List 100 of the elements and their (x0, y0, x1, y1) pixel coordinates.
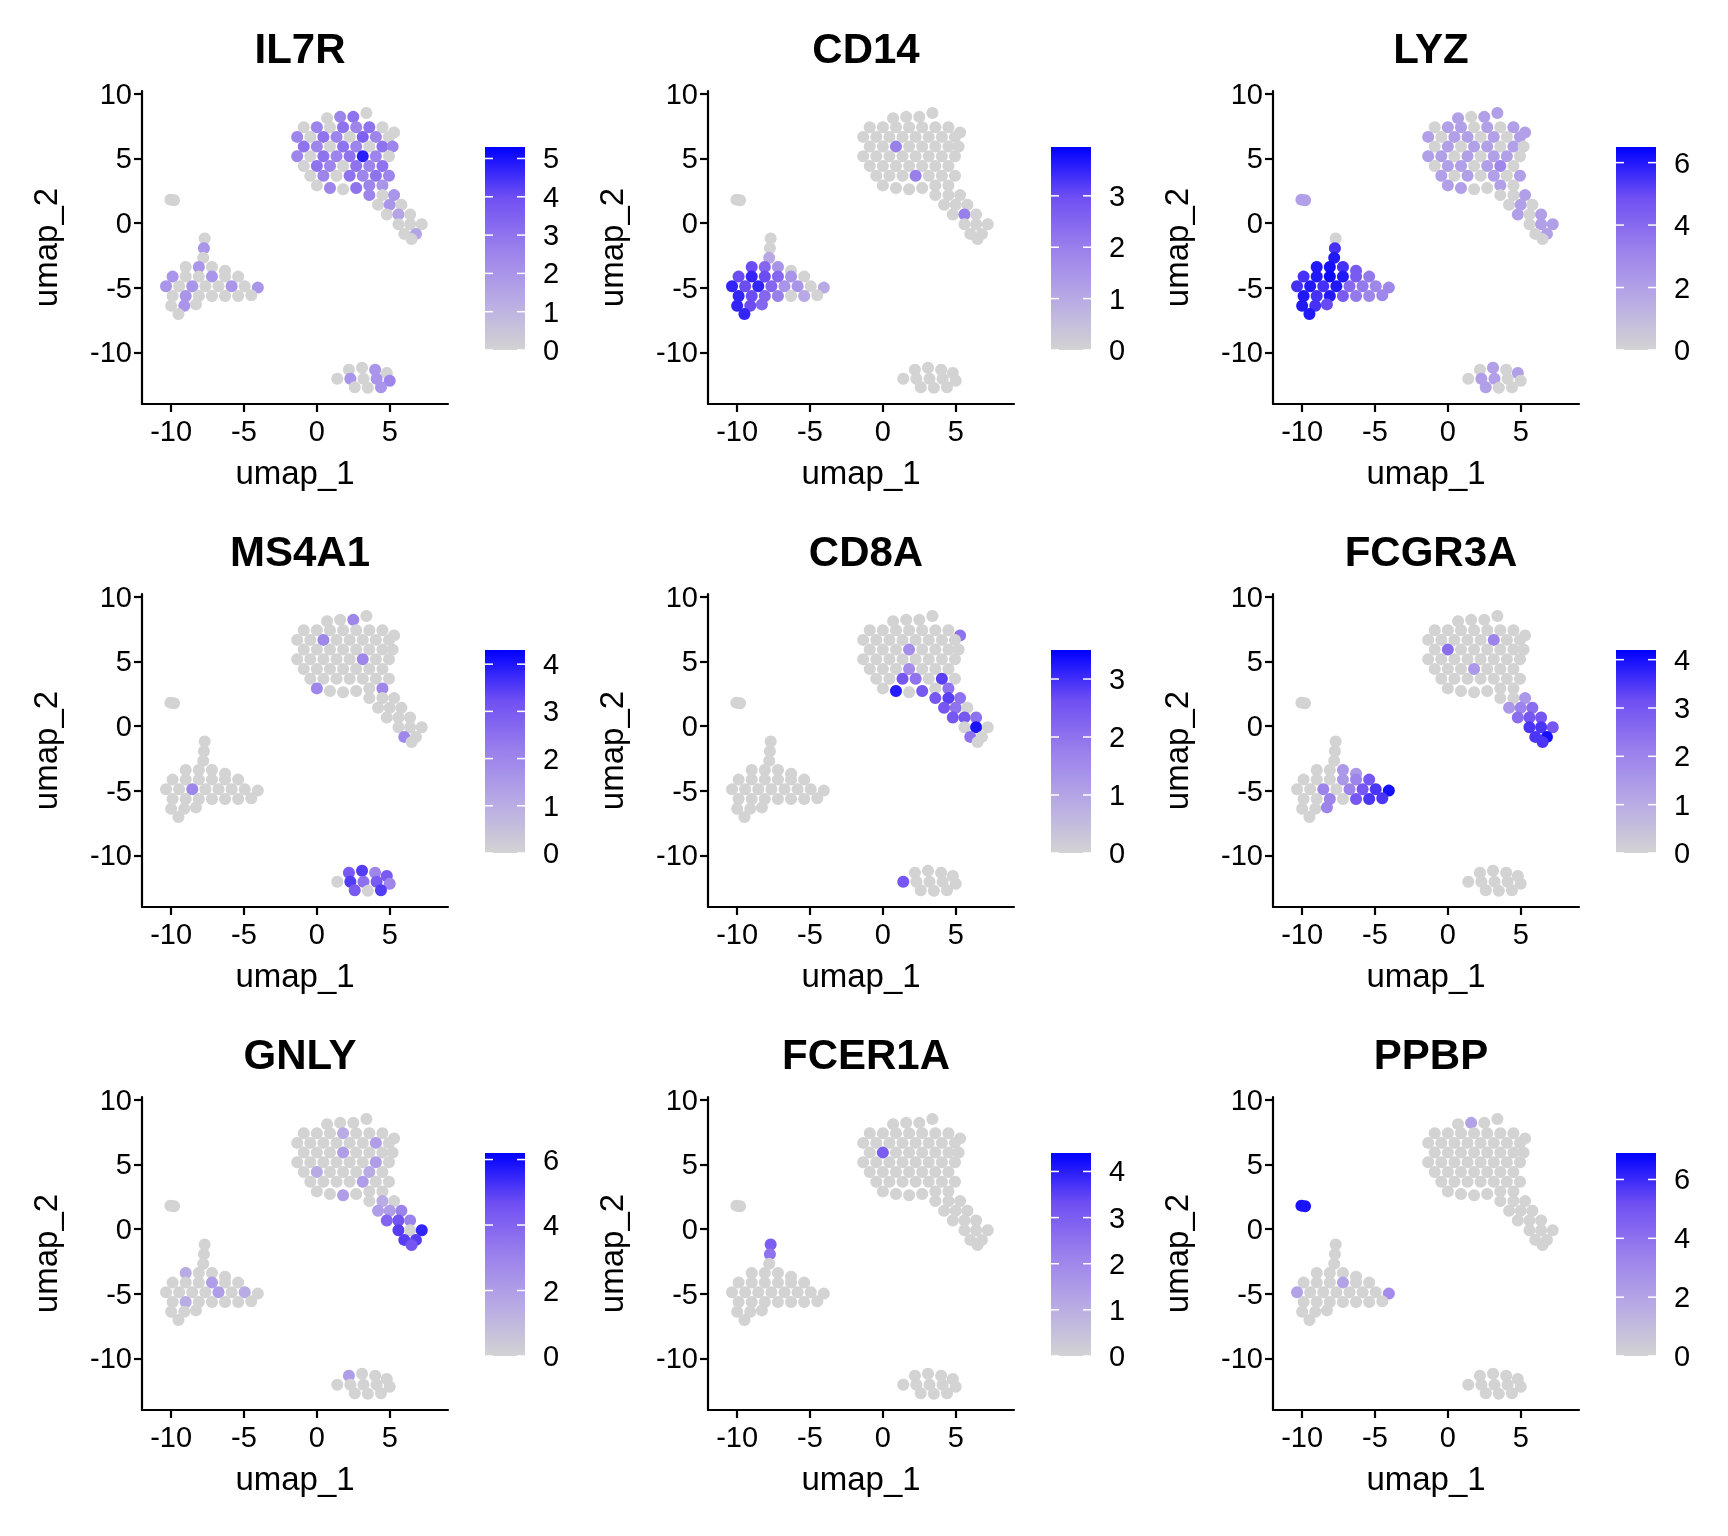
y-tick-label: -10 (656, 839, 698, 872)
y-tick-label: -5 (106, 774, 132, 807)
color-bar-label: 0 (1109, 1340, 1126, 1372)
color-bar-label: 1 (543, 789, 560, 822)
x-axis-title: umap_1 (235, 957, 355, 994)
color-bar-label: 4 (543, 180, 560, 213)
x-tick-label: 5 (381, 414, 398, 447)
x-tick-label: 5 (1512, 917, 1529, 950)
y-tick-label: 10 (1230, 1083, 1263, 1116)
y-tick-label: 10 (665, 1083, 698, 1116)
x-tick-label: 0 (1439, 1420, 1456, 1453)
y-tick-label: -10 (90, 1342, 132, 1375)
y-tick-label: -5 (1237, 1277, 1263, 1310)
color-bar-label: 1 (1109, 282, 1126, 315)
y-axis-title: umap_2 (1158, 187, 1195, 308)
y-tick-label: 0 (681, 1212, 698, 1245)
color-bar-label: 4 (543, 1209, 560, 1242)
y-tick-label: 5 (1246, 1148, 1263, 1181)
x-tick-label: -5 (1362, 917, 1388, 950)
color-bar-label: 6 (1674, 146, 1691, 179)
color-bar-label: 6 (1674, 1163, 1691, 1196)
x-tick-label: 0 (874, 1420, 891, 1453)
x-tick-label: -5 (1362, 1420, 1388, 1453)
color-bar-label: 4 (1674, 1222, 1691, 1255)
x-tick-label: 0 (308, 917, 325, 950)
x-tick-label: 0 (1439, 414, 1456, 447)
color-bar-label: 1 (1109, 779, 1126, 811)
y-tick-label: 0 (681, 206, 698, 239)
color-bar-label: 2 (1109, 721, 1126, 753)
color-bar-label: 4 (1674, 209, 1691, 242)
y-axis-title: umap_2 (593, 1193, 630, 1314)
x-axis-title: umap_1 (235, 454, 355, 491)
color-bar-label: 1 (1674, 788, 1691, 821)
y-tick-label: 5 (681, 645, 698, 678)
color-bar-label: 3 (1109, 1201, 1126, 1234)
x-tick-label: 0 (874, 414, 891, 447)
color-bar-label: 0 (1109, 334, 1126, 366)
color-bar-label: 0 (543, 1340, 560, 1372)
x-axis-title: umap_1 (801, 957, 921, 994)
x-tick-label: -5 (1362, 414, 1388, 447)
color-bar-label: 0 (1674, 837, 1691, 869)
y-tick-label: 10 (665, 77, 698, 110)
x-tick-label: -10 (150, 414, 193, 447)
chart-title: LYZ (1393, 24, 1469, 72)
y-tick-label: -10 (90, 336, 132, 369)
color-bar-label: 1 (1109, 1293, 1126, 1326)
y-tick-label: -5 (672, 774, 698, 807)
x-axis-title: umap_1 (801, 1460, 921, 1497)
x-tick-label: -5 (231, 1420, 257, 1453)
x-tick-label: -10 (1281, 917, 1324, 950)
x-tick-label: 5 (381, 917, 398, 950)
y-tick-label: -10 (90, 839, 132, 872)
x-axis-title: umap_1 (235, 1460, 355, 1497)
y-tick-label: -10 (1221, 336, 1263, 369)
x-tick-label: -10 (716, 1420, 759, 1453)
x-tick-label: 5 (381, 1420, 398, 1453)
color-bar-label: 0 (1109, 837, 1126, 869)
y-tick-label: 0 (1246, 206, 1263, 239)
x-tick-label: 0 (308, 1420, 325, 1453)
y-axis-title: umap_2 (1158, 690, 1195, 811)
y-tick-label: -5 (106, 271, 132, 304)
y-axis-title: umap_2 (593, 187, 630, 308)
y-tick-label: 5 (1246, 142, 1263, 175)
x-tick-label: -10 (1281, 414, 1324, 447)
color-bar-label: 3 (543, 695, 560, 728)
chart-title: MS4A1 (229, 527, 371, 575)
color-bar-label: 2 (1109, 231, 1126, 264)
color-bar-label: 2 (1109, 1247, 1126, 1280)
x-tick-label: 5 (1512, 1420, 1529, 1453)
y-tick-label: -5 (1237, 774, 1263, 807)
chart-title: FCGR3A (1344, 527, 1518, 575)
color-bar-label: 2 (543, 742, 560, 775)
color-bar-label: 4 (1674, 643, 1691, 676)
y-tick-label: -10 (656, 1342, 698, 1375)
y-tick-label: -5 (672, 271, 698, 304)
color-bar-label: 2 (543, 1274, 560, 1307)
color-bar-label: 2 (1674, 740, 1691, 773)
x-tick-label: 5 (947, 1420, 964, 1453)
chart-title: FCER1A (781, 1030, 951, 1078)
x-tick-label: -10 (150, 917, 193, 950)
color-bar-label: 3 (1109, 663, 1126, 695)
color-bar-label: 1 (543, 295, 560, 328)
color-bar-label: 2 (543, 257, 560, 290)
y-tick-label: -5 (106, 1277, 132, 1310)
x-tick-label: 5 (947, 414, 964, 447)
color-bar-label: 2 (1674, 271, 1691, 304)
y-tick-label: 0 (115, 709, 132, 742)
x-tick-label: 0 (308, 414, 325, 447)
x-tick-label: -10 (1281, 1420, 1324, 1453)
y-axis-title: umap_2 (27, 1193, 64, 1314)
y-tick-label: -10 (656, 336, 698, 369)
y-tick-label: 0 (115, 1212, 132, 1245)
color-bar-label: 4 (1109, 1155, 1126, 1188)
color-bar-label: 3 (1674, 692, 1691, 724)
color-bar-label: 4 (543, 648, 560, 681)
chart-title: CD8A (808, 527, 924, 575)
y-axis-title: umap_2 (27, 690, 64, 811)
y-tick-label: 10 (1230, 580, 1263, 613)
x-tick-label: -5 (797, 917, 823, 950)
y-axis-title: umap_2 (27, 187, 64, 308)
